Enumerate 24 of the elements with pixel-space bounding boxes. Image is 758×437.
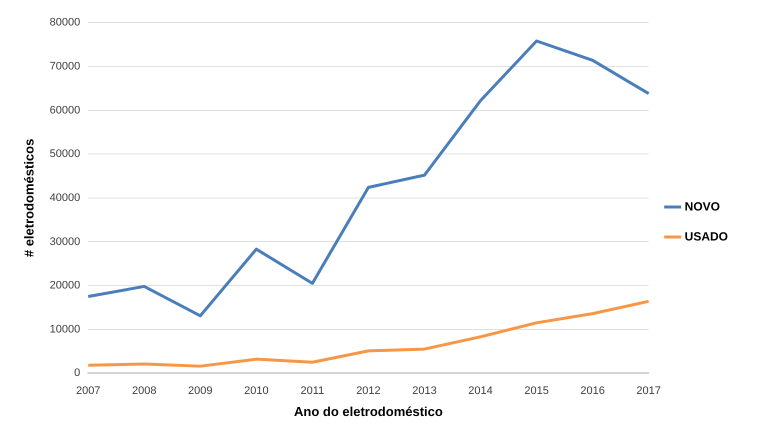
x-tick-label: 2013 — [412, 384, 437, 397]
y-tick-label: 10000 — [50, 323, 80, 336]
legend-label: NOVO — [684, 199, 720, 214]
x-tick-label: 2016 — [580, 384, 605, 397]
y-tick-label: 70000 — [50, 60, 80, 72]
x-tick-label: 2009 — [188, 384, 213, 397]
x-tick-label: 2011 — [300, 384, 324, 397]
y-tick-label: 0 — [74, 367, 80, 380]
x-tick-label: 2017 — [636, 384, 661, 397]
y-axis-title: # eletrodomésticos — [21, 138, 36, 258]
y-tick-label: 20000 — [50, 280, 80, 292]
y-tick-label: 30000 — [50, 236, 80, 248]
x-tick-label: 2010 — [244, 384, 269, 397]
legend-label: USADO — [684, 229, 728, 244]
x-tick-label: 2014 — [468, 384, 493, 397]
x-tick-label: 2012 — [356, 384, 381, 397]
x-tick-label: 2007 — [76, 384, 100, 397]
x-axis-title: Ano do eletrodoméstico — [294, 404, 443, 419]
y-tick-label: 60000 — [50, 104, 80, 116]
x-tick-label: 2015 — [524, 384, 549, 397]
y-tick-label: 50000 — [50, 148, 80, 160]
y-tick-label: 40000 — [50, 192, 80, 204]
y-tick-label: 80000 — [50, 16, 80, 29]
x-tick-label: 2008 — [132, 384, 156, 397]
